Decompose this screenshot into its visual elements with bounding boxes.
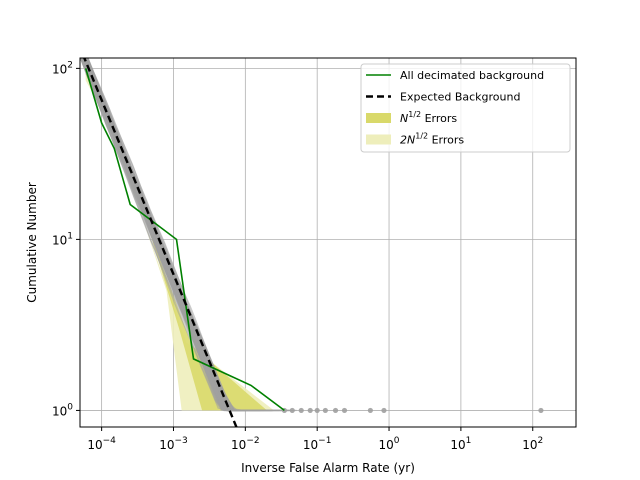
legend-label: All decimated background	[400, 69, 544, 82]
background-point	[314, 407, 320, 414]
background-point	[341, 407, 348, 414]
background-point	[538, 407, 544, 414]
decimated-background-line	[84, 68, 285, 412]
background-curve	[86, 58, 235, 411]
x-tick-label: 10−4	[87, 436, 116, 452]
background-point	[322, 407, 328, 414]
legend-box	[360, 63, 571, 153]
background-point	[367, 407, 373, 414]
background-curve	[80, 58, 229, 412]
legend-label: N1/2 Errors	[400, 110, 457, 125]
x-tick-label: 10−2	[231, 436, 260, 452]
y-tick-label: 100	[52, 402, 73, 418]
x-tick-label: 101	[450, 436, 471, 452]
background-point	[289, 407, 295, 414]
background-point	[298, 407, 304, 414]
legend: All decimated background Expected Backgro…	[360, 63, 571, 153]
x-tick-label: 102	[522, 436, 543, 452]
y-tick-label: 102	[52, 60, 73, 76]
background-point	[307, 407, 313, 414]
legend-swatch-patch	[366, 113, 391, 123]
x-tick-label: 10−3	[159, 436, 188, 452]
legend-label: Expected Background	[400, 91, 520, 104]
y-axis-label: Cumulative Number	[25, 182, 39, 303]
x-tick-label: 10−1	[303, 436, 332, 452]
background-curve	[83, 58, 280, 412]
y-tick-label: 101	[52, 231, 73, 247]
background-point	[332, 407, 339, 414]
legend-swatch-patch	[366, 134, 391, 145]
error-band	[85, 58, 274, 411]
x-axis-label: Inverse False Alarm Rate (yr)	[241, 461, 415, 475]
data-layer	[80, 58, 544, 427]
background-curve	[81, 58, 226, 411]
x-tick-label: 100	[379, 436, 400, 452]
ticks: 10−4 10−3 10−2 10−1 100 101 102 100 101 102	[52, 60, 543, 452]
plot-frame	[79, 57, 577, 428]
legend-label: 2N1/2 Errors	[400, 132, 464, 147]
expected-background-line	[83, 58, 238, 427]
background-point	[381, 407, 387, 414]
